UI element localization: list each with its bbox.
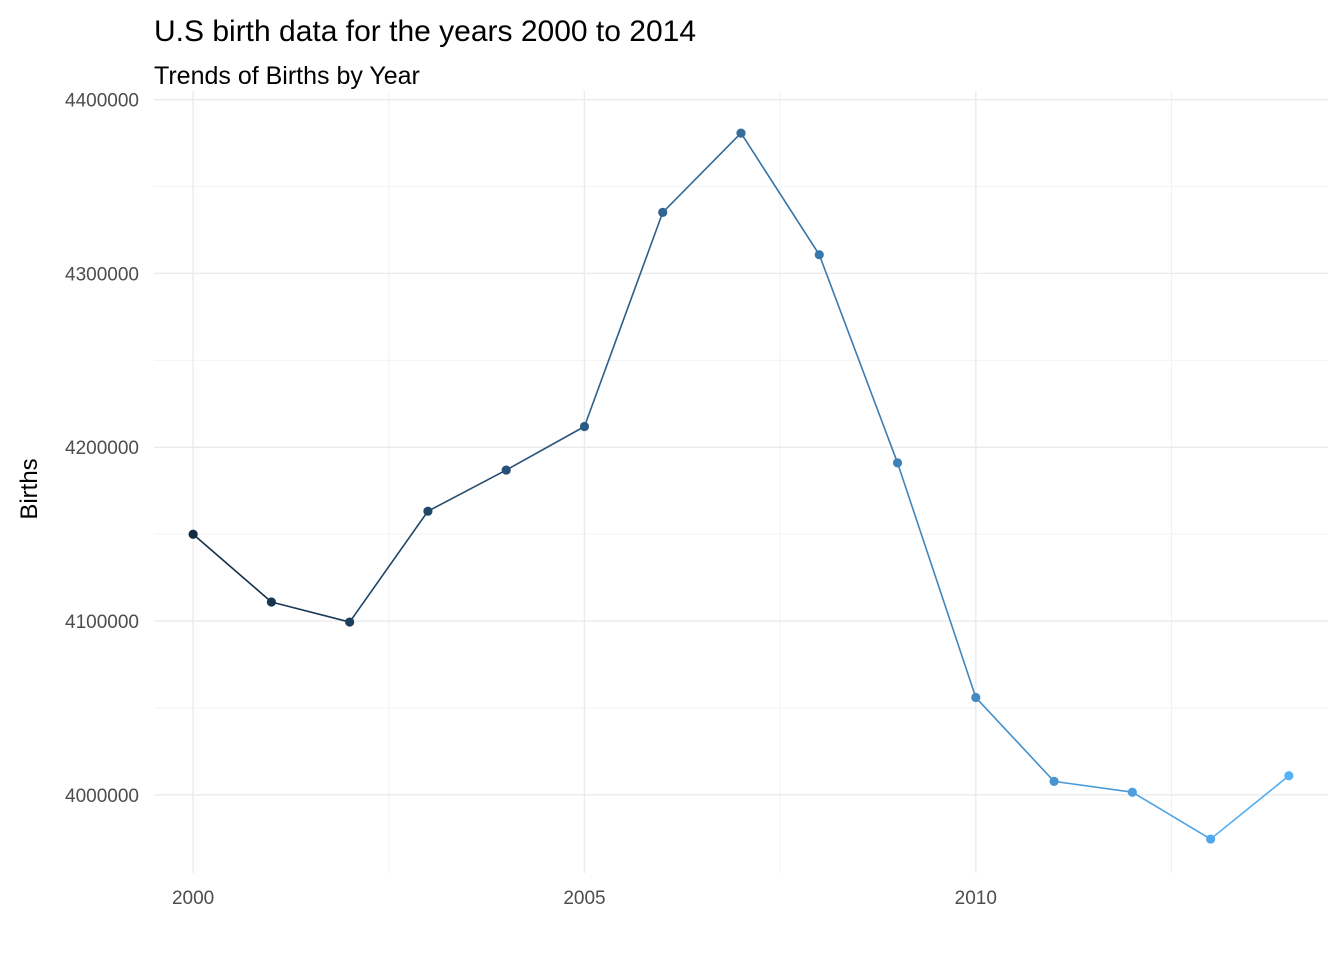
line-segment — [271, 601, 350, 623]
data-point — [501, 465, 511, 475]
data-point — [1284, 771, 1294, 781]
data-point — [188, 529, 198, 539]
y-tick-label: 4000000 — [65, 786, 139, 807]
data-point — [579, 421, 590, 432]
line-segment — [662, 132, 742, 213]
line-segment — [505, 425, 585, 471]
line-segment — [1131, 791, 1212, 840]
line-segment — [1210, 775, 1290, 840]
line-segment — [427, 469, 507, 512]
series-points — [188, 128, 1294, 844]
y-tick-label: 4200000 — [65, 438, 139, 459]
chart-subtitle: Trends of Births by Year — [154, 62, 420, 90]
data-point — [736, 128, 746, 138]
x-tick-label: 2005 — [563, 888, 605, 909]
y-axis-ticks: 4000000 4100000 4200000 4300000 4400000 — [65, 91, 139, 807]
data-point — [892, 458, 903, 468]
line-segment — [583, 212, 664, 427]
line-segment — [1053, 780, 1133, 794]
x-axis-ticks: 2000 2005 2010 — [172, 888, 997, 909]
x-tick-label: 2000 — [172, 888, 214, 909]
y-tick-label: 4100000 — [65, 612, 139, 633]
data-point — [1206, 834, 1216, 844]
data-point — [658, 207, 668, 217]
line-segment — [740, 132, 820, 256]
y-axis-title: Births — [16, 458, 43, 519]
y-tick-label: 4400000 — [65, 91, 139, 112]
data-point — [1127, 787, 1137, 797]
line-segment — [896, 462, 977, 698]
line-segment — [349, 510, 429, 623]
data-point — [971, 692, 981, 703]
data-point — [345, 617, 355, 627]
data-point — [814, 250, 824, 260]
chart-title: U.S birth data for the years 2000 to 201… — [154, 15, 696, 48]
data-point — [423, 506, 433, 516]
series-line — [192, 132, 1290, 840]
data-point — [266, 597, 276, 607]
y-tick-label: 4300000 — [65, 264, 139, 285]
line-segment — [192, 533, 272, 603]
x-tick-label: 2010 — [955, 888, 997, 909]
line-segment — [818, 254, 899, 464]
data-point — [1049, 776, 1059, 786]
grid — [154, 91, 1328, 873]
line-segment — [975, 696, 1055, 782]
